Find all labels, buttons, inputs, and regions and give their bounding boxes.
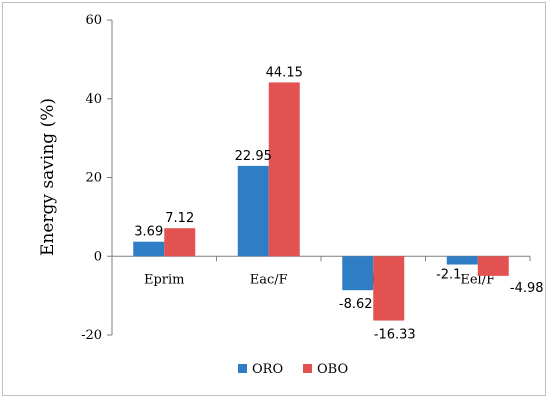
category-label: Eac/F <box>250 272 288 287</box>
data-label: 7.12 <box>165 211 194 226</box>
bar-obo <box>477 256 509 276</box>
data-label: 3.69 <box>134 225 163 240</box>
bar-oro <box>133 241 165 257</box>
category-label: Eprim <box>144 272 185 287</box>
y-axis-label: Energy saving (%) <box>38 98 58 256</box>
legend-swatch-oro <box>238 364 247 373</box>
category-label: Eel/F <box>460 272 495 287</box>
y-tick-label: 40 <box>85 92 102 107</box>
y-tick-label: 60 <box>85 13 102 28</box>
data-label: -16.33 <box>374 328 416 343</box>
bar-obo <box>373 256 405 321</box>
bar-oro <box>237 165 269 257</box>
data-label: 44.15 <box>266 65 303 80</box>
bar-oro <box>342 256 374 291</box>
legend-swatch-obo <box>303 364 312 373</box>
y-tick-label: -20 <box>81 328 102 343</box>
y-tick-label: 20 <box>85 171 102 186</box>
data-label: -2.1 <box>436 267 461 282</box>
legend-label: ORO <box>252 362 283 377</box>
legend: ORO OBO <box>238 362 348 377</box>
bar-obo <box>268 82 300 257</box>
bar-oro <box>446 256 478 265</box>
data-label: -8.62 <box>339 297 373 312</box>
data-label: -4.98 <box>510 281 544 296</box>
bars <box>133 82 509 321</box>
bar-obo <box>164 228 196 257</box>
y-tick-label: 0 <box>94 249 102 264</box>
data-label: 22.95 <box>235 149 272 164</box>
data-labels: 3.697.12 22.95 44.15 -8.62 -16.33 -2.1 -4.98 <box>134 65 543 342</box>
legend-label: OBO <box>317 362 348 377</box>
